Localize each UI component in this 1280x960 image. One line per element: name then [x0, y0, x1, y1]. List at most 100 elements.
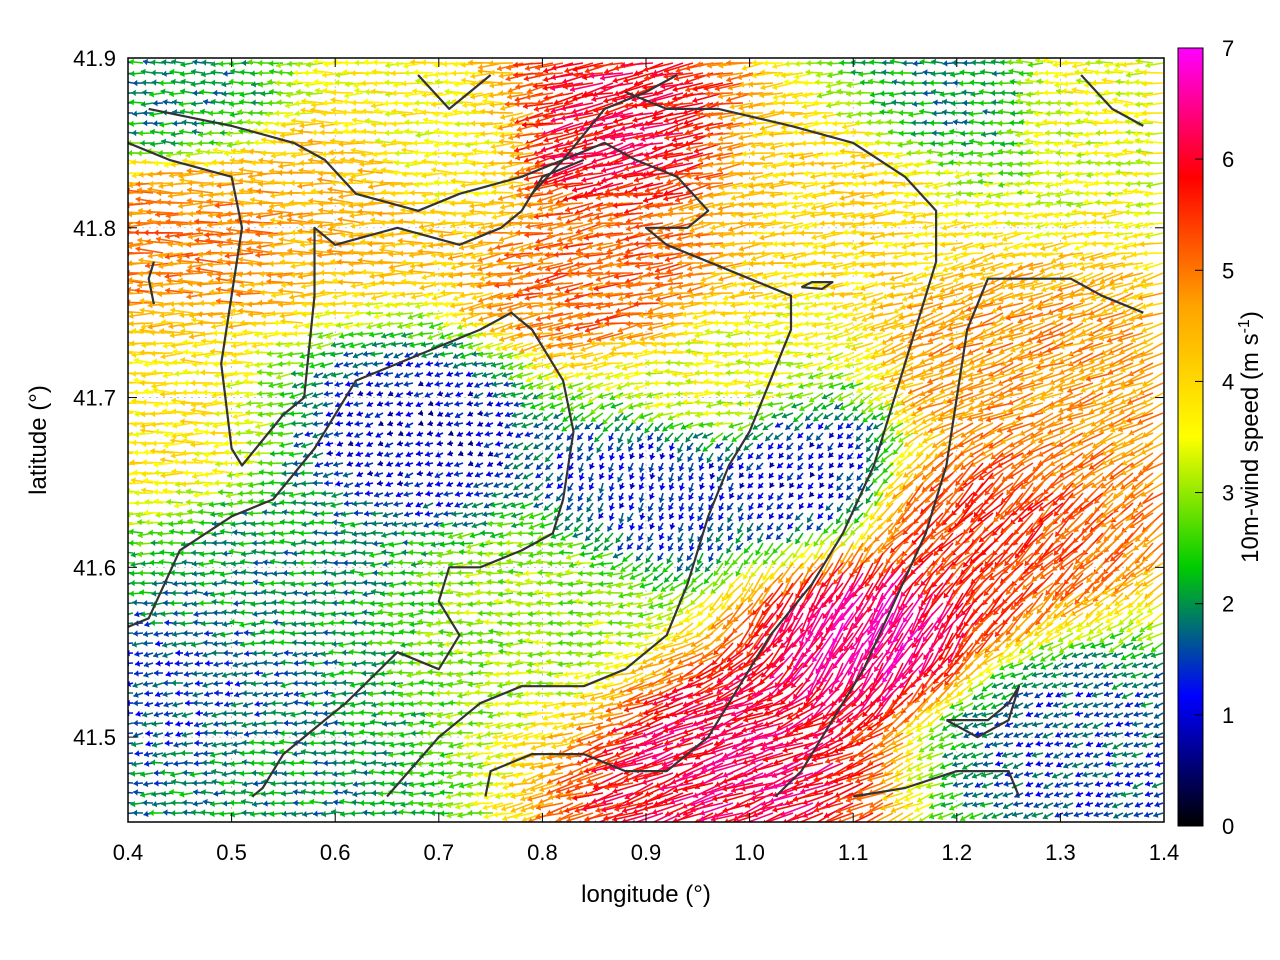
wind-vector-head — [105, 241, 110, 247]
wind-vector-head — [497, 80, 503, 87]
wind-vector-head — [714, 100, 719, 108]
wind-vector-head — [642, 84, 648, 91]
wind-vector-head — [931, 58, 937, 66]
wind-vector-head — [1115, 90, 1121, 98]
wind-vector-head — [287, 70, 293, 77]
wind-vector-head — [190, 80, 196, 88]
wind-vector — [604, 102, 634, 115]
wind-vector-head — [305, 91, 311, 98]
wind-vector-head — [696, 61, 701, 68]
wind-vector-head — [119, 139, 124, 145]
wind-vector-head — [693, 108, 699, 115]
wind-vector-head — [1043, 78, 1049, 86]
wind-vector-head — [403, 101, 408, 108]
wind-vector-head — [533, 105, 539, 112]
wind-vector-head — [344, 92, 350, 99]
wind-vector-head — [200, 71, 206, 78]
wind-vector-head — [827, 60, 832, 67]
wind-vector-head — [489, 82, 495, 89]
wind-vector-head — [477, 68, 483, 75]
wind-vector-head — [1024, 77, 1030, 84]
wind-vector-head — [313, 78, 319, 86]
wind-vector-head — [433, 61, 439, 69]
wind-vector-head — [692, 97, 698, 104]
wind-vector-head — [229, 100, 234, 108]
wind-vector-head — [1052, 61, 1058, 68]
wind-vector-head — [726, 59, 731, 67]
wind-vector-head — [421, 59, 426, 66]
wind-vector-head — [1083, 89, 1088, 96]
wind-vector — [631, 92, 664, 101]
wind-vector-head — [342, 98, 348, 105]
wind-vector-head — [384, 79, 390, 86]
wind-vector-head — [489, 101, 495, 108]
wind-vector-head — [306, 61, 311, 68]
wind-vector-head — [463, 70, 468, 77]
wind-vector-head — [623, 102, 629, 110]
wind-vector-head — [705, 71, 710, 79]
wind-vector-head — [303, 69, 309, 77]
wind-vector-head — [496, 65, 502, 72]
wind-vector-head — [922, 90, 928, 97]
wind-vector-head — [664, 102, 669, 109]
wind-vector-head — [651, 97, 657, 104]
wind-vector-head — [1135, 91, 1140, 98]
wind-vector-head — [881, 59, 887, 66]
wind-vector-head — [1026, 91, 1032, 98]
wind-vector-head — [201, 59, 207, 66]
wind-vector-head — [153, 100, 158, 107]
wind-vector-head — [1091, 79, 1097, 86]
wind-vector-head — [251, 89, 256, 97]
wind-vector — [685, 82, 714, 92]
wind-vector — [612, 72, 644, 83]
wind-vector-head — [514, 96, 520, 103]
wind-vector-head — [999, 59, 1005, 66]
wind-vector-head — [123, 110, 128, 116]
wind-vector — [643, 62, 674, 72]
wind-vector-head — [221, 90, 227, 97]
wind-vector-head — [663, 73, 669, 80]
wind-vector-head — [860, 59, 866, 66]
wind-vector — [623, 72, 654, 83]
wind-vector-head — [1062, 59, 1068, 66]
wind-vector-head — [334, 79, 340, 86]
wind-vector-head — [180, 61, 186, 68]
wind-vector-head — [442, 60, 447, 68]
wind-vector-head — [714, 85, 720, 92]
wind-vector-head — [792, 93, 798, 100]
wind-vector — [582, 82, 614, 96]
wind-vector-head — [267, 78, 273, 86]
wind-vector — [583, 102, 614, 115]
wind-vector-head — [191, 100, 196, 107]
wind-vector-head — [614, 64, 619, 72]
wind-vector-head — [274, 80, 280, 87]
wind-vector-head — [120, 181, 125, 187]
wind-vector-head — [160, 88, 166, 95]
wind-vector-head — [470, 93, 476, 100]
wind-vector-head — [462, 102, 467, 109]
wind-vector-head — [1018, 70, 1024, 77]
wind-vector-head — [410, 58, 415, 66]
wind-vector-head — [1043, 89, 1048, 96]
wind-vector — [571, 102, 604, 114]
wind-vector-head — [1008, 68, 1014, 75]
wind-vector-head — [108, 281, 113, 287]
wind-vector-head — [958, 80, 964, 87]
wind-vector-head — [169, 68, 175, 76]
wind-vector-head — [612, 77, 618, 84]
wind-vector-head — [600, 74, 605, 81]
wind-vector-head — [122, 90, 127, 96]
wind-vector-head — [685, 64, 691, 72]
wind-vector-head — [707, 62, 712, 69]
wind-vector-head — [370, 88, 376, 95]
wind-vector-head — [561, 105, 566, 112]
wind-vector-head — [116, 228, 121, 234]
wind-vector-head — [780, 100, 785, 107]
wind-vector-head — [525, 64, 530, 72]
wind-vector-head — [162, 99, 168, 106]
wind-vector-head — [1121, 61, 1127, 68]
wind-vector-head — [803, 80, 808, 87]
wind-vector — [620, 62, 654, 67]
wind-vector — [522, 102, 554, 108]
